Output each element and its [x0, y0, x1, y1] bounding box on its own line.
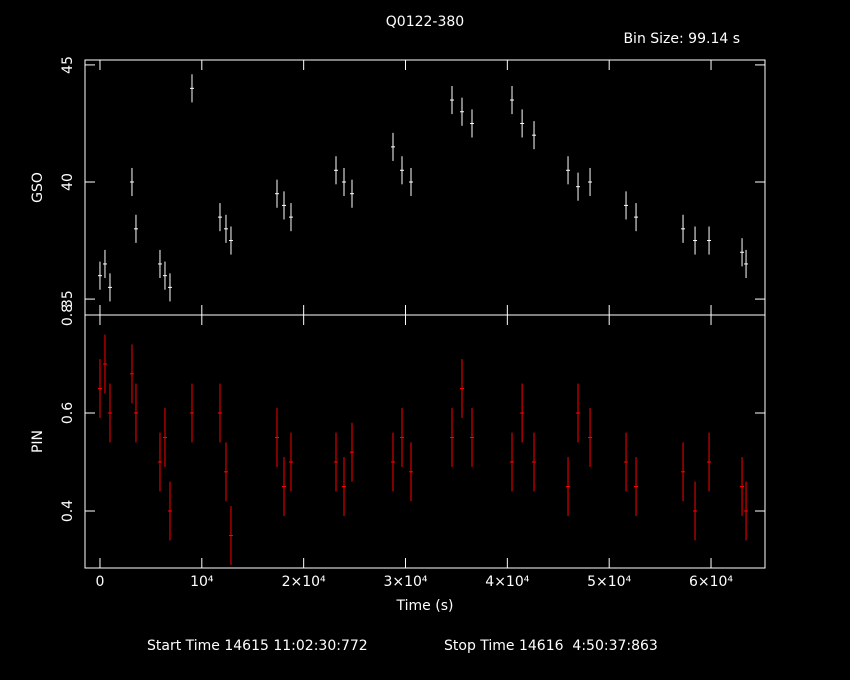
x-tick-label: 5×10⁴ [587, 574, 631, 590]
x-tick-label: 2×10⁴ [282, 574, 326, 590]
x-tick-label: 0 [96, 574, 105, 590]
y-tick-label: 45 [60, 56, 76, 74]
y-tick-label: 40 [60, 173, 76, 191]
y-axis-label: PIN [30, 430, 46, 453]
y-tick-label: 0.4 [60, 500, 76, 522]
y-tick-label: 0.8 [60, 304, 76, 326]
x-tick-label: 6×10⁴ [689, 574, 733, 590]
y-tick-label: 0.6 [60, 402, 76, 424]
y-tick-label: 35 [60, 290, 76, 308]
x-tick-label: 3×10⁴ [383, 574, 427, 590]
y-axis-label: GSO [30, 172, 46, 203]
x-tick-label: 4×10⁴ [485, 574, 529, 590]
plot-frame [84, 314, 766, 569]
x-axis-label: Time (s) [396, 598, 454, 614]
stop-time: Stop Time 14616 4:50:37:863 [444, 638, 658, 654]
plot-frame [84, 59, 766, 316]
chart-title: Q0122-380 [386, 14, 464, 30]
start-time: Start Time 14615 11:02:30:772 [147, 638, 368, 654]
bin-size: Bin Size: 99.14 s [623, 31, 740, 47]
x-tick-label: 10⁴ [190, 574, 214, 590]
